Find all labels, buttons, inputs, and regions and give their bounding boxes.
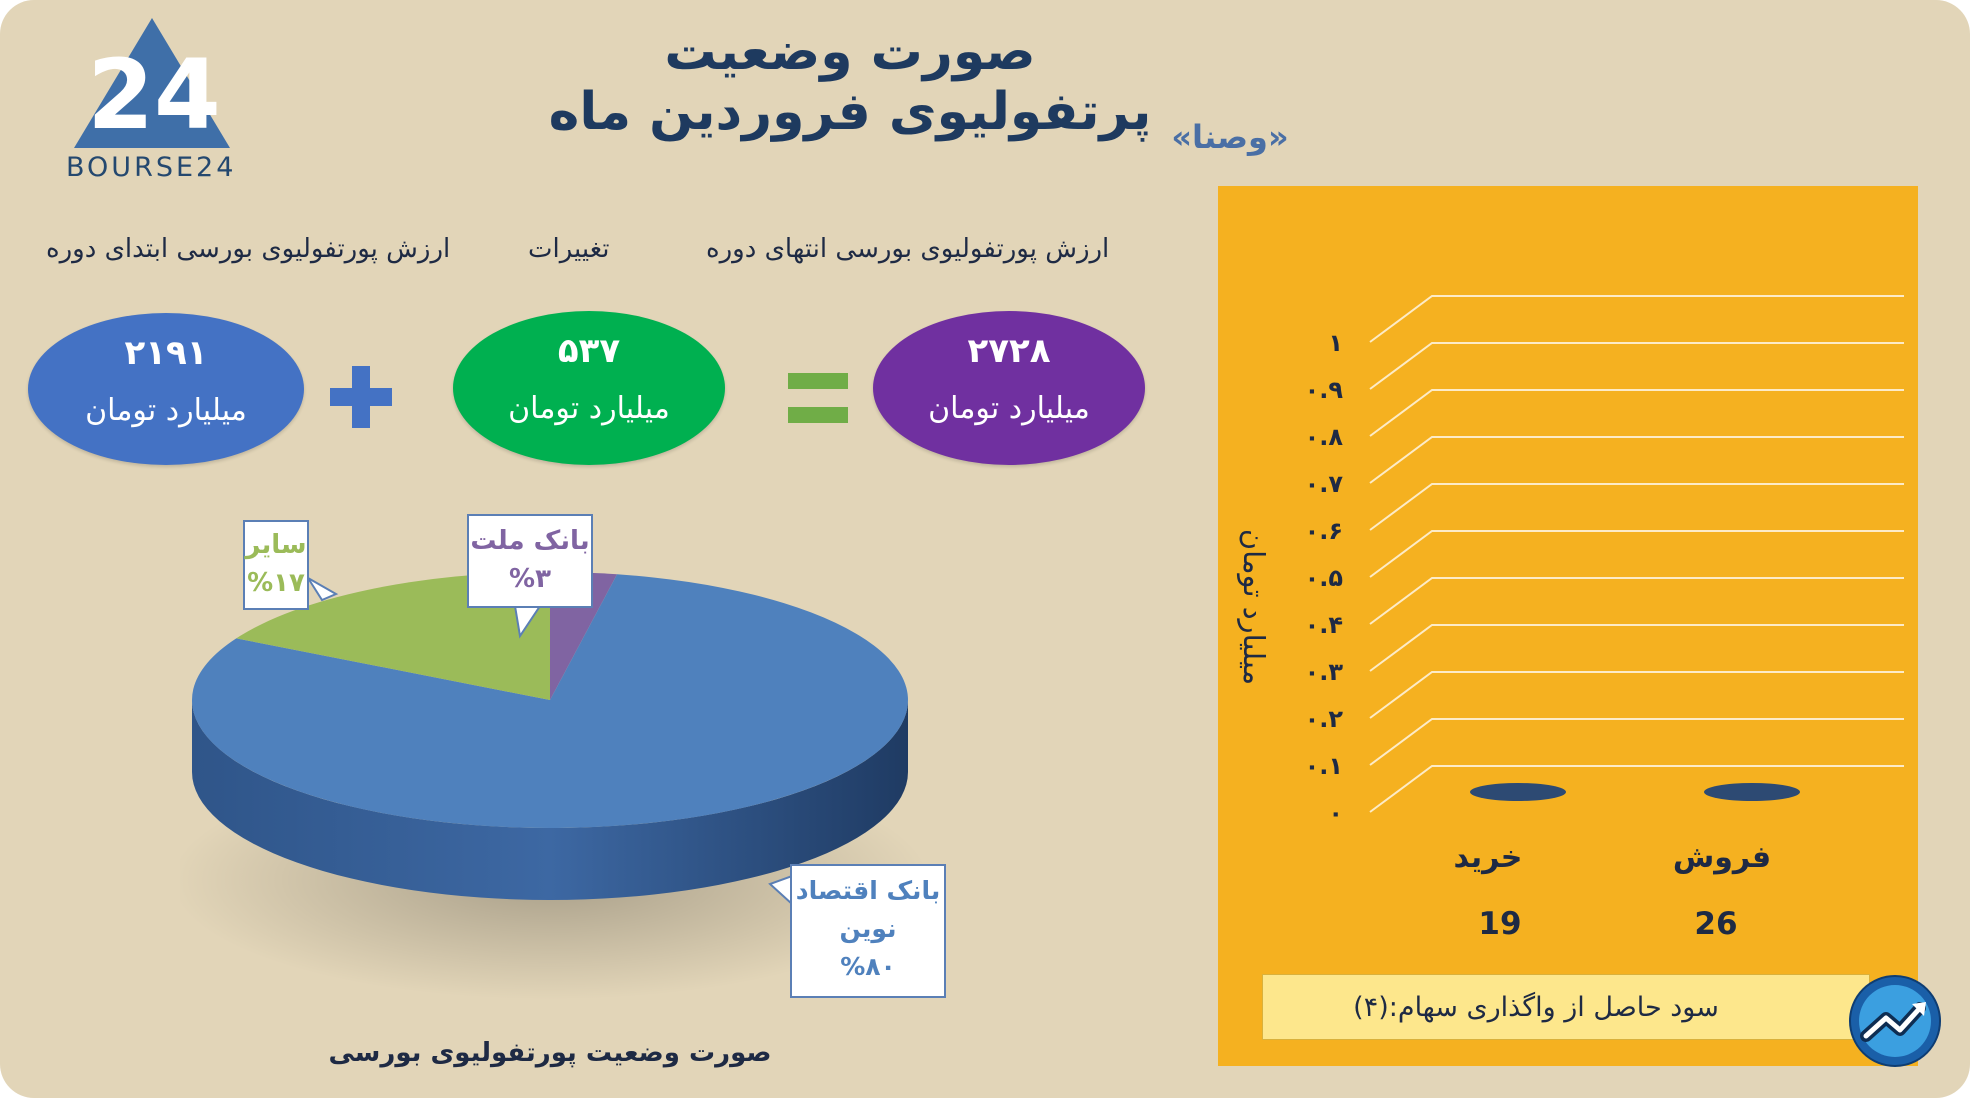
- start-value-unit: میلیارد تومان: [85, 393, 247, 428]
- gridline: [1369, 624, 1904, 672]
- pie-chart-title: صورت وضعیت پورتفولیوی بورسی: [328, 1038, 772, 1068]
- trend-badge-icon: [1849, 975, 1941, 1067]
- logo-text: BOURSE24: [66, 152, 237, 183]
- gridline: [1369, 436, 1904, 484]
- y-tick-label: ۰: [1328, 799, 1343, 827]
- slice-eghtesad-name-1: بانک اقتصاد: [795, 876, 941, 905]
- y-tick-label: ۰.۴: [1305, 611, 1343, 639]
- slice-mellat-name: بانک ملت: [470, 526, 590, 556]
- y-tick-label: ۰.۳: [1305, 658, 1344, 686]
- bourse24-logo: 24: [74, 18, 230, 151]
- gridline: [1369, 295, 1904, 343]
- equals-icon: [788, 373, 848, 423]
- gridline: [1369, 671, 1904, 719]
- gridline: [1369, 765, 1904, 813]
- callout-other: سایر %۱۷: [243, 520, 309, 610]
- pie-side-band: [192, 700, 908, 900]
- y-tick-label: ۰.۷: [1305, 470, 1344, 498]
- y-axis-title: میلیارد تومان: [1237, 528, 1271, 686]
- y-tick-label: ۰.۱: [1305, 752, 1343, 780]
- portfolio-pie-chart: [180, 572, 930, 1000]
- start-value-label: ارزش پورتفولیوی بورسی ابتدای دوره: [46, 234, 451, 264]
- category-buy-value: 19: [1478, 906, 1522, 942]
- slice-other-percent: %۱۷: [247, 568, 305, 598]
- footer-note-text: سود حاصل از واگذاری سهام:(۴): [1353, 991, 1719, 1023]
- gridline: [1369, 389, 1904, 437]
- plus-icon: [330, 366, 392, 428]
- y-tick-label: ۰.۸: [1305, 423, 1344, 451]
- bar-1: [1704, 783, 1800, 801]
- end-value: ۲۷۲۸: [967, 331, 1051, 371]
- pie-slice-0: [191, 574, 908, 828]
- svg-text:24: 24: [87, 39, 221, 151]
- y-tick-label: ۰.۲: [1305, 705, 1344, 733]
- callout-mellat: بانک ملت %۳: [467, 514, 593, 608]
- gridline: [1369, 577, 1904, 625]
- y-tick-label: ۰.۶: [1305, 517, 1343, 545]
- change-label: تغییرات: [528, 234, 610, 264]
- slice-eghtesad-percent: %۸۰: [840, 952, 896, 981]
- slice-other-name: سایر: [245, 530, 307, 560]
- end-value-label: ارزش پورتفولیوی بورسی انتهای دوره: [706, 234, 1110, 264]
- end-value-unit: میلیارد تومان: [928, 391, 1090, 426]
- page-title: صورت وضعیت پرتفولیوی فروردین ماه: [548, 22, 1152, 142]
- y-tick-label: ۱: [1328, 329, 1343, 357]
- slice-mellat-percent: %۳: [509, 564, 551, 594]
- footer-note: سود حاصل از واگذاری سهام:(۴): [1262, 974, 1870, 1040]
- gridline: [1369, 530, 1904, 578]
- y-tick-label: ۰.۹: [1305, 376, 1344, 404]
- gridline: [1369, 342, 1904, 390]
- end-value-oval: ۲۷۲۸ میلیارد تومان: [873, 311, 1145, 465]
- change-value: ۵۳۷: [557, 331, 621, 371]
- gridline: [1369, 718, 1904, 766]
- y-tick-label: ۰.۵: [1305, 564, 1343, 592]
- category-sell-value: 26: [1694, 906, 1738, 942]
- gridline: [1369, 483, 1904, 531]
- category-sell: فروش: [1672, 840, 1772, 875]
- bar-0: [1470, 783, 1566, 801]
- start-value-oval: ۲۱۹۱ میلیارد تومان: [28, 313, 304, 465]
- change-value-oval: ۵۳۷ میلیارد تومان: [453, 311, 725, 465]
- change-value-unit: میلیارد تومان: [508, 391, 670, 426]
- slice-eghtesad-name-2: نوین: [839, 914, 897, 943]
- callout-eghtesad-novin: بانک اقتصاد نوین %۸۰: [790, 864, 946, 998]
- category-buy: خرید: [1453, 840, 1523, 875]
- page-subtitle: «وصنا»: [1171, 118, 1289, 156]
- start-value: ۲۱۹۱: [124, 333, 208, 373]
